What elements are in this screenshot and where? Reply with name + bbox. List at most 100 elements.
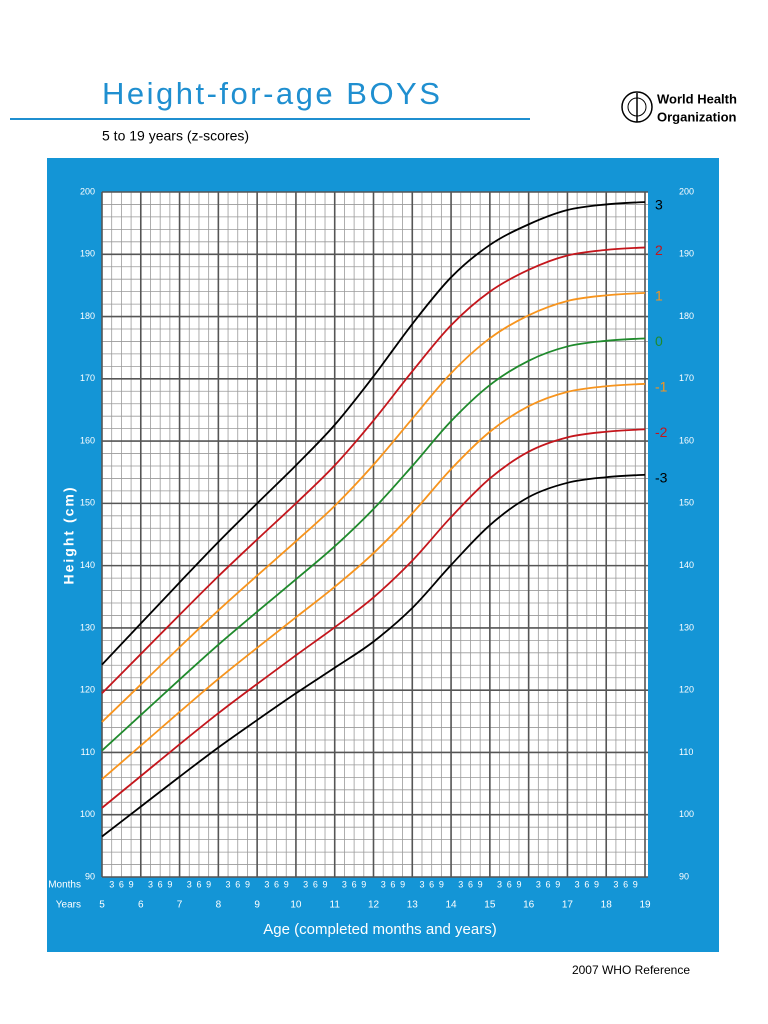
y-tick-label-right: 110 — [679, 747, 693, 757]
month-tick-label: 3 — [575, 879, 580, 889]
month-tick-label: 9 — [633, 879, 638, 889]
month-tick-label: 3 — [381, 879, 386, 889]
x-tick-label: 15 — [484, 900, 496, 911]
x-tick-label: 18 — [601, 900, 613, 911]
x-tick-label: 10 — [290, 900, 302, 911]
x-tick-label: 9 — [254, 900, 260, 911]
chart-title: Height-for-age BOYS — [102, 76, 442, 111]
grid — [101, 191, 648, 878]
y-tick-label-right: 160 — [679, 435, 694, 445]
x-tick-label: 6 — [138, 900, 144, 911]
y-tick-label: 100 — [80, 809, 95, 819]
x-tick-label: 8 — [216, 900, 222, 911]
x-tick-label: 5 — [99, 900, 105, 911]
month-tick-label: 9 — [284, 879, 289, 889]
x-axis-label: Age (completed months and years) — [263, 921, 496, 938]
month-tick-label: 9 — [516, 879, 521, 889]
y-tick-label: 170 — [80, 373, 95, 383]
logo: World Health Organization — [621, 91, 737, 124]
x-tick-label: 11 — [330, 900, 341, 911]
month-tick-label: 3 — [109, 879, 114, 889]
month-tick-label: 6 — [352, 879, 357, 889]
months-row-label: Months — [48, 880, 81, 891]
month-tick-label: 6 — [235, 879, 240, 889]
legend-label: -3 — [655, 469, 668, 485]
month-tick-label: 3 — [613, 879, 618, 889]
month-tick-label: 3 — [419, 879, 424, 889]
month-tick-label: 6 — [546, 879, 551, 889]
y-tick-label: 90 — [85, 871, 95, 881]
month-tick-label: 3 — [148, 879, 153, 889]
y-tick-label: 200 — [80, 186, 95, 196]
x-tick-label: 14 — [446, 900, 458, 911]
month-tick-label: 3 — [226, 879, 231, 889]
z-score-curve — [101, 337, 646, 752]
y-tick-label-right: 120 — [679, 685, 694, 695]
month-tick-label: 9 — [206, 879, 211, 889]
x-tick-label: 12 — [368, 900, 380, 911]
month-tick-label: 6 — [119, 879, 124, 889]
x-tick-label: 16 — [523, 900, 535, 911]
z-score-curve — [101, 291, 646, 723]
legend-label: 0 — [655, 333, 663, 349]
month-tick-label: 6 — [507, 879, 512, 889]
legend-label: 3 — [655, 197, 663, 213]
month-tick-label: 9 — [245, 879, 250, 889]
z-score-curve — [101, 382, 646, 780]
years-row-label: Years — [56, 900, 81, 911]
y-tick-label: 120 — [80, 685, 95, 695]
curves — [101, 201, 646, 838]
x-tick-label: 13 — [407, 900, 419, 911]
y-tick-label-right: 170 — [679, 373, 694, 383]
month-tick-label: 9 — [323, 879, 328, 889]
month-tick-label: 6 — [313, 879, 318, 889]
z-score-curve — [101, 473, 646, 838]
y-tick-label-right: 140 — [679, 560, 694, 570]
y-axis-label: Height (cm) — [61, 486, 77, 585]
month-tick-label: 6 — [390, 879, 395, 889]
org-name: World Health — [657, 91, 737, 106]
y-tick-label: 150 — [80, 498, 95, 508]
subtitle: 5 to 19 years (z-scores) — [102, 128, 249, 144]
y-tick-label-right: 190 — [679, 249, 694, 259]
month-tick-label: 6 — [274, 879, 279, 889]
month-tick-label: 9 — [555, 879, 560, 889]
y-tick-label: 180 — [80, 311, 95, 321]
y-tick-label-right: 100 — [679, 809, 694, 819]
month-tick-label: 3 — [264, 879, 269, 889]
y-tick-label: 110 — [81, 747, 95, 757]
month-tick-label: 3 — [187, 879, 192, 889]
y-tick-label-right: 200 — [679, 186, 694, 196]
z-score-curve — [101, 428, 646, 809]
x-tick-label: 19 — [639, 900, 651, 911]
y-tick-label: 140 — [80, 560, 95, 570]
y-tick-label-right: 150 — [679, 498, 694, 508]
month-tick-label: 3 — [303, 879, 308, 889]
month-tick-label: 3 — [497, 879, 502, 889]
month-tick-label: 6 — [429, 879, 434, 889]
x-tick-label: 17 — [562, 900, 574, 911]
month-tick-label: 9 — [400, 879, 405, 889]
y-tick-label-right: 130 — [679, 622, 694, 632]
month-tick-label: 9 — [129, 879, 134, 889]
month-tick-label: 6 — [623, 879, 628, 889]
month-tick-label: 9 — [594, 879, 599, 889]
y-tick-label: 160 — [80, 435, 95, 445]
z-score-curve — [101, 201, 646, 666]
y-tick-label: 130 — [80, 622, 95, 632]
z-score-curve — [101, 246, 646, 694]
legend-label: 1 — [655, 288, 663, 304]
x-tick-label: 7 — [177, 900, 183, 911]
org-name: Organization — [657, 109, 737, 124]
legend-label: -1 — [655, 379, 668, 395]
month-tick-label: 9 — [439, 879, 444, 889]
legend-label: -2 — [655, 424, 668, 440]
month-tick-label: 6 — [158, 879, 163, 889]
month-tick-label: 3 — [458, 879, 463, 889]
y-tick-label: 190 — [80, 249, 95, 259]
month-tick-label: 6 — [584, 879, 589, 889]
month-tick-label: 9 — [478, 879, 483, 889]
